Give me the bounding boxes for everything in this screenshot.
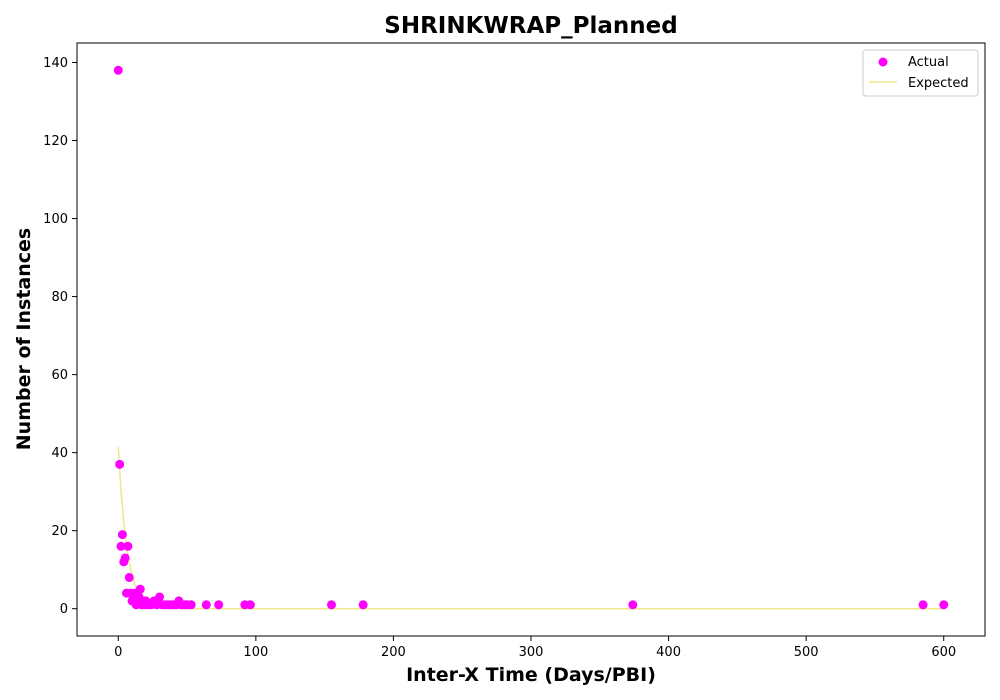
y-tick-label: 40: [51, 446, 68, 461]
x-tick-label: 100: [243, 645, 268, 660]
data-point: [115, 459, 125, 469]
legend-box: [862, 49, 979, 97]
y-axis-label: Number of Instances: [13, 228, 35, 450]
data-point: [245, 600, 255, 610]
plot-area: [113, 65, 949, 610]
x-tick-label: 600: [931, 645, 956, 660]
x-tick-label: 200: [381, 645, 406, 660]
data-point: [186, 600, 196, 610]
y-tick-label: 140: [43, 56, 68, 71]
y-tick-label: 80: [51, 290, 68, 305]
x-tick-label: 0: [114, 645, 122, 660]
data-point: [116, 541, 126, 551]
data-point: [135, 584, 145, 594]
data-point: [628, 600, 638, 610]
legend: Actual Expected: [862, 49, 979, 97]
data-point: [939, 600, 949, 610]
y-tick-label: 20: [51, 524, 68, 539]
data-point: [214, 600, 224, 610]
y-tick-label: 60: [51, 368, 68, 383]
legend-label-expected: Expected: [908, 76, 969, 91]
x-axis-label: Inter-X Time (Days/PBI): [406, 664, 656, 686]
data-point: [327, 600, 337, 610]
data-point: [918, 600, 928, 610]
legend-label-actual: Actual: [908, 55, 949, 70]
data-point: [123, 541, 133, 551]
axes: 0 100 200 300 400 500 600 0 20 40 60 80 100 120 140: [43, 42, 986, 660]
x-tick-label: 400: [656, 645, 681, 660]
x-tick-label: 500: [794, 645, 819, 660]
y-tick-label: 100: [43, 212, 68, 227]
data-point: [117, 530, 127, 540]
x-tick-label: 300: [519, 645, 544, 660]
data-point: [201, 600, 211, 610]
chart-title: SHRINKWRAP_Planned: [384, 13, 677, 39]
data-point: [113, 65, 123, 75]
legend-marker-actual: [878, 57, 888, 67]
data-point: [124, 572, 134, 582]
y-tick-label: 120: [43, 134, 68, 149]
y-tick-label: 0: [60, 602, 68, 617]
data-point: [358, 600, 368, 610]
data-point: [120, 553, 130, 563]
data-point: [155, 592, 165, 602]
